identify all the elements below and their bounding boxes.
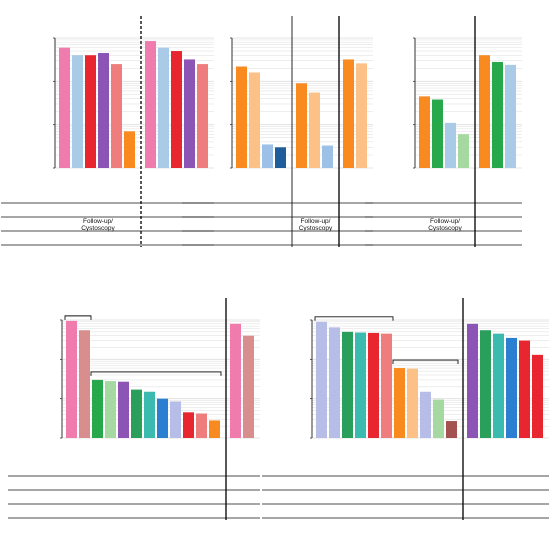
bar-kmt2d: [196, 413, 207, 438]
bar-tert: [98, 53, 109, 168]
table-cell-clinic: Follow-up/Cystoscopy: [299, 218, 333, 232]
bar-kdm6a: [322, 145, 333, 168]
bar-tert: [79, 330, 90, 438]
panel-b: Follow-up/Cystoscopy: [182, 16, 373, 247]
bar-tbl1xr1: [343, 59, 354, 169]
bar-notch1: [433, 399, 444, 438]
bar-tert: [458, 134, 469, 168]
panel-c: Follow-up/Cystoscopy: [365, 16, 522, 247]
panel-d: [8, 298, 260, 520]
bar-plekhs1-2: [197, 64, 208, 168]
bar-ep300: [505, 64, 516, 168]
bar-ercc2: [342, 331, 353, 438]
bar-plekhs1: [532, 354, 543, 438]
bar-tert: [368, 332, 379, 438]
bar-asxl2: [144, 391, 155, 438]
annotation-bracket: [392, 359, 459, 365]
bar-ercc2: [493, 333, 504, 438]
bar-tsc1: [446, 421, 457, 438]
bar-erbb2-1: [329, 327, 340, 438]
bar-crebbp: [158, 47, 169, 168]
bar-kmt2d: [492, 61, 503, 169]
bar-tert: [184, 59, 195, 169]
bar-erbb3: [131, 389, 142, 438]
bar-fat1: [275, 147, 286, 168]
table-cell-line: Follow-up/: [301, 218, 331, 225]
bar-plekhs1-2: [111, 64, 122, 168]
bar-kdm6a: [262, 144, 273, 168]
bar-erbb3: [394, 368, 405, 438]
bar-tp53-2: [420, 391, 431, 438]
table-cell-clinic: Follow-up/Cystoscopy: [81, 218, 115, 232]
annotation-bracket: [64, 315, 92, 320]
table-cell-line: Follow-up/: [430, 218, 460, 225]
bar-crebbp: [72, 55, 83, 169]
bar-tert: [356, 63, 367, 169]
table-cell-clinic: Follow-up/Cystoscopy: [428, 218, 462, 232]
bar-fgfr3: [124, 131, 135, 168]
bar-tert: [309, 92, 320, 168]
annotation-bracket: [314, 316, 394, 321]
annotation-bracket: [90, 371, 222, 376]
bar-ep300: [445, 122, 456, 168]
bar-tp53: [59, 47, 70, 168]
bar-tp53-1: [467, 323, 478, 438]
bar-tert: [243, 335, 254, 438]
bar-plekhs1: [381, 333, 392, 438]
bar-erbb2: [157, 398, 168, 438]
bar-erbb2-1: [209, 420, 220, 438]
bar-notch1: [105, 381, 116, 438]
bar-plekhs1: [118, 381, 129, 438]
bar-tert: [249, 72, 260, 168]
bar-tbl1xr1: [296, 83, 307, 168]
table-cell-line: Cystoscopy: [81, 225, 115, 232]
bar-kmt2d: [183, 412, 194, 438]
bar-erbb2-2: [170, 401, 181, 438]
bar-tbl1xr1: [236, 66, 247, 168]
bar-fgfr3: [479, 55, 490, 169]
table-cell-line: Follow-up/: [83, 218, 113, 225]
bar-tp53-1: [316, 321, 327, 438]
bar-erbb2-2: [407, 368, 418, 438]
bar-fgfr3: [419, 96, 430, 168]
bar-arid1a: [355, 332, 366, 438]
table-cell-line: Cystoscopy: [428, 225, 462, 232]
bar-plekhs1: [85, 55, 96, 169]
bar-tert: [519, 340, 530, 438]
bar-tp53: [145, 41, 156, 168]
panel-a: Follow-up/Cystoscopy: [1, 16, 214, 247]
bar-plekhs1: [171, 51, 182, 168]
bar-foxa1: [92, 379, 103, 438]
bar-arid1a: [506, 337, 517, 438]
panel-e: [262, 298, 549, 520]
bar-erbb2-1: [480, 330, 491, 438]
bar-tp53: [66, 320, 77, 438]
table-cell-line: Cystoscopy: [299, 225, 333, 232]
bar-tp53: [230, 323, 241, 438]
bar-kmt2d: [432, 99, 443, 168]
